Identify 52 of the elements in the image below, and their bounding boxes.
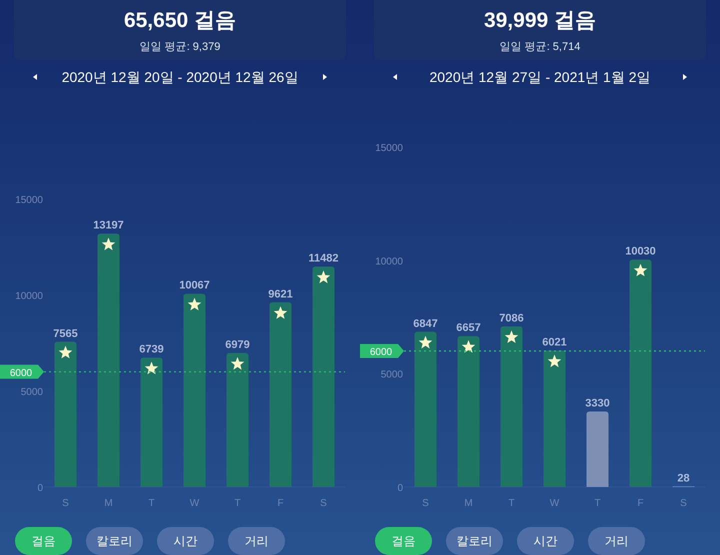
ref-line-label: 6000 [370, 347, 393, 358]
x-tick-label: S [320, 498, 328, 509]
chart-title: 39,999 걸음 [484, 9, 596, 32]
x-tick-label: W [190, 498, 200, 509]
x-tick-label: T [594, 498, 601, 509]
data-label: 13197 [93, 220, 124, 232]
text: 2020년 12월 20일 - 2020년 12월 26일 [62, 69, 298, 85]
text: 거리 [604, 534, 628, 548]
chart-subtitle: 일일 평균: 9,379 [140, 41, 220, 53]
x-tick-label: S [680, 498, 688, 509]
text: 걸음 [32, 534, 56, 548]
y-tick-label: 10000 [375, 256, 404, 268]
text: 2020년 12월 27일 - 2021년 1월 2일 [429, 69, 651, 85]
x-tick-label: T [508, 498, 515, 509]
x-tick-label: T [148, 498, 155, 509]
data-label: 6021 [542, 336, 567, 349]
x-tick-label: M [104, 498, 113, 509]
text: 칼로리 [456, 534, 492, 548]
data-label: 6657 [456, 322, 481, 334]
data-label: 6979 [225, 339, 250, 352]
data-label: 10067 [179, 280, 210, 292]
data-label: 3330 [585, 398, 610, 410]
text: 칼로리 [96, 534, 132, 548]
data-label: 28 [677, 472, 690, 484]
x-tick-label: F [277, 498, 284, 509]
y-tick-label: 5000 [380, 370, 404, 381]
ref-line-label: 6000 [10, 368, 33, 379]
chart-subtitle: 일일 평균: 5,714 [500, 41, 580, 53]
y-tick-label: 10000 [15, 291, 44, 302]
data-label: 6739 [139, 344, 164, 356]
data-label: 10030 [625, 246, 656, 258]
text: 걸음 [392, 534, 416, 548]
data-label: 6847 [413, 318, 438, 330]
y-tick-label: 0 [397, 483, 404, 494]
x-tick-label: T [234, 498, 241, 509]
x-tick-label: F [637, 498, 644, 509]
text: 시간 [174, 534, 198, 548]
text: 시간 [534, 534, 558, 548]
data-label: 9621 [268, 288, 293, 300]
data-label: 7565 [53, 328, 78, 340]
x-tick-label: S [422, 498, 430, 509]
chart-title: 65,650 걸음 [124, 9, 236, 32]
text: 거리 [244, 534, 268, 548]
x-tick-label: M [464, 498, 473, 509]
x-tick-label: S [62, 498, 70, 509]
y-tick-label: 15000 [15, 195, 44, 206]
data-label: 11482 [308, 252, 338, 265]
y-tick-label: 0 [37, 483, 44, 494]
x-tick-label: W [550, 498, 560, 509]
y-tick-label: 5000 [20, 387, 44, 398]
data-label: 7086 [499, 312, 524, 324]
y-tick-label: 15000 [375, 143, 404, 154]
